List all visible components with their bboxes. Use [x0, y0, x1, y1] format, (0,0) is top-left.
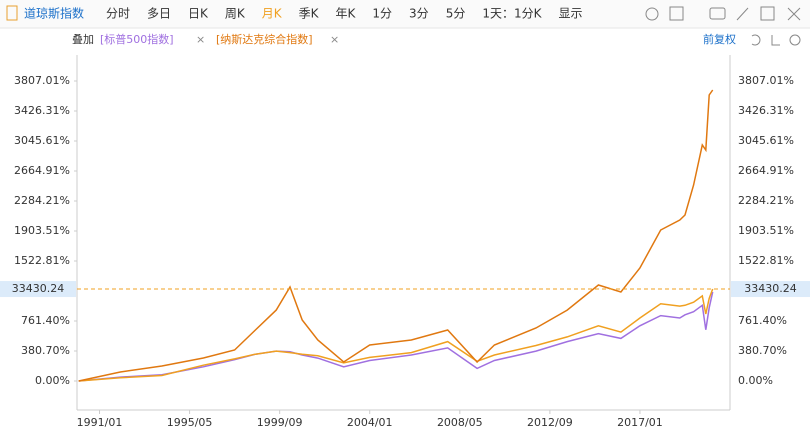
series-line — [78, 291, 714, 382]
y-tick-label-right: 761.40% — [738, 314, 787, 327]
y-tick-label: 0.00% — [35, 374, 70, 387]
tab[interactable]: 日K — [188, 7, 209, 21]
y-tick-label-right: 0.00% — [738, 374, 773, 387]
x-tick-label: 1991/01 — [77, 416, 123, 429]
x-tick-label: 2017/01 — [617, 416, 663, 429]
overlay-label: 叠加 — [72, 33, 94, 46]
tab[interactable]: 5分 — [446, 7, 466, 21]
pen-icon[interactable] — [736, 7, 749, 21]
toolbar-icons — [645, 6, 801, 21]
y-tick-label: 1903.51% — [14, 224, 70, 237]
overlay-remove[interactable]: × — [196, 33, 205, 46]
adjust-mode[interactable]: 前复权 — [703, 32, 736, 46]
x-tick-label: 1995/05 — [167, 416, 213, 429]
undo-icon[interactable] — [751, 34, 761, 46]
x-tick-label: 1999/09 — [257, 416, 303, 429]
settings-icon[interactable] — [645, 7, 659, 21]
overlay-remove[interactable]: × — [330, 33, 339, 46]
series-line — [78, 288, 714, 382]
overlay-icons — [751, 34, 801, 46]
tab[interactable]: 季K — [299, 7, 320, 21]
toolbar-bg — [0, 0, 810, 28]
range-icon[interactable] — [771, 35, 780, 46]
y-tick-label: 2664.91% — [14, 164, 70, 177]
y-tick-label: 380.70% — [21, 344, 70, 357]
close-icon[interactable] — [787, 7, 801, 21]
tabs: 分时 多日 日K 周K 月K 季K 年K 1分 3分 5分 1天：1分K 显示 — [106, 7, 582, 21]
expand-icon[interactable] — [760, 6, 775, 21]
tab[interactable]: 周K — [225, 7, 246, 21]
y-tick-label: 3426.31% — [14, 104, 70, 117]
tab[interactable]: 1天：1分K — [482, 7, 542, 21]
x-tick-label: 2004/01 — [347, 416, 393, 429]
panel-icon[interactable] — [6, 5, 18, 21]
overlay-nasdaq[interactable]: [纳斯达克综合指数] — [216, 32, 313, 46]
tab[interactable]: 显示 — [558, 7, 582, 21]
tab[interactable]: 年K — [336, 7, 357, 21]
y-tick-label-right: 380.70% — [738, 344, 787, 357]
y-tick-label-right: 2284.21% — [738, 194, 794, 207]
y-tick-label: 2284.21% — [14, 194, 70, 207]
more-icon[interactable] — [789, 34, 801, 46]
checkbox-icon[interactable] — [669, 6, 684, 21]
y-tick-label-right: 3426.31% — [738, 104, 794, 117]
y-tick-label-right: 3045.61% — [738, 134, 794, 147]
y-tick-label-right: 2664.91% — [738, 164, 794, 177]
crosshair-label: 33430.24 — [744, 282, 797, 295]
x-tick-label: 2012/09 — [527, 416, 573, 429]
main-index[interactable]: 道琼斯指数 — [24, 6, 84, 21]
y-tick-label-right: 3807.01% — [738, 74, 794, 87]
camera-icon[interactable] — [709, 7, 726, 20]
series-line — [78, 89, 714, 382]
tab[interactable]: 多日 — [147, 7, 171, 21]
crosshair-tag — [0, 281, 76, 298]
tab[interactable]: 1分 — [372, 7, 392, 21]
y-tick-label-right: 1522.81% — [738, 254, 794, 267]
tab[interactable]: 3分 — [409, 7, 429, 21]
y-tick-label: 1522.81% — [14, 254, 70, 267]
crosshair-label: 33430.24 — [12, 282, 65, 295]
y-tick-label: 3807.01% — [14, 74, 70, 87]
tab[interactable]: 月K — [262, 7, 283, 21]
y-tick-label-right: 1903.51% — [738, 224, 794, 237]
tab[interactable]: 分时 — [106, 7, 130, 21]
x-tick-label: 2008/05 — [437, 416, 483, 429]
crosshair-tag — [731, 281, 810, 298]
y-tick-label: 3045.61% — [14, 134, 70, 147]
overlay-sp500[interactable]: [标普500指数] — [100, 32, 174, 46]
y-tick-label: 761.40% — [21, 314, 70, 327]
